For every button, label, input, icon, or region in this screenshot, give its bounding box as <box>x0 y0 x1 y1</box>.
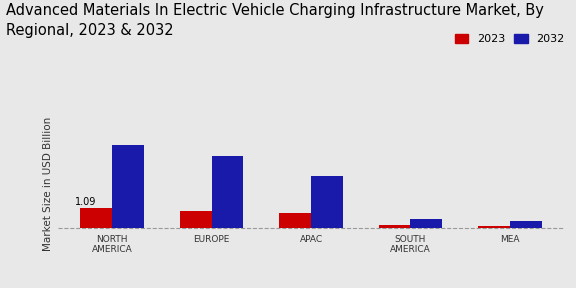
Bar <box>81 208 112 228</box>
Legend: 2023, 2032: 2023, 2032 <box>455 34 564 44</box>
Text: 1.09: 1.09 <box>74 197 96 207</box>
Bar <box>311 176 343 228</box>
Bar <box>378 225 411 228</box>
Bar <box>211 156 244 228</box>
Bar <box>411 219 442 228</box>
Bar <box>279 213 311 228</box>
Bar <box>180 211 211 228</box>
Bar <box>478 226 510 228</box>
Bar <box>112 145 144 228</box>
Y-axis label: Market Size in USD Billion: Market Size in USD Billion <box>43 117 54 251</box>
Bar <box>510 221 541 228</box>
Text: Advanced Materials In Electric Vehicle Charging Infrastructure Market, By
Region: Advanced Materials In Electric Vehicle C… <box>6 3 544 38</box>
